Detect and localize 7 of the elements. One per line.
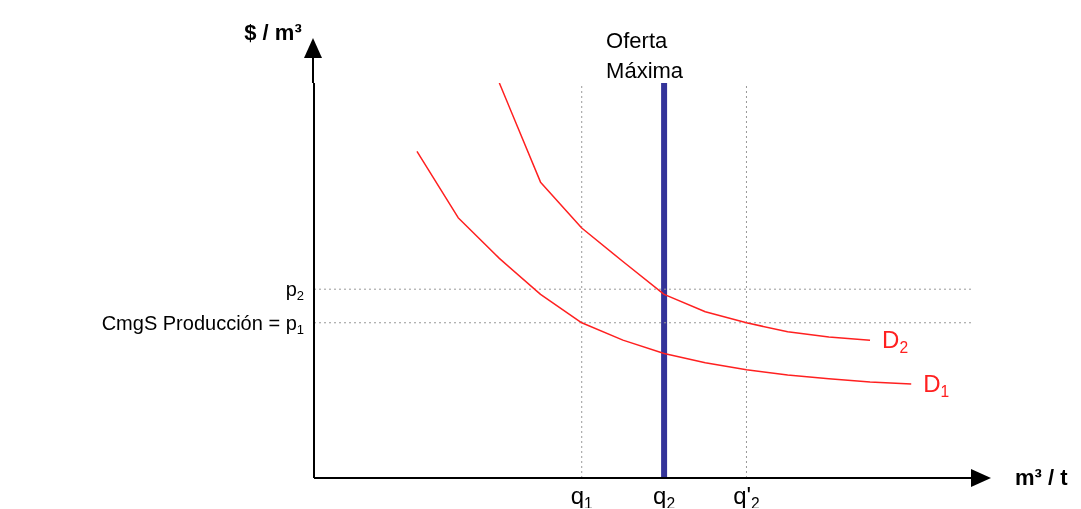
ref-line-label: p$_{2}$ — [285, 278, 304, 304]
x-axis-title: m³ / t — [1015, 465, 1069, 490]
series-label: D$_{1}$ — [923, 369, 950, 400]
ref-line-label: Oferta Máxima — [606, 28, 684, 83]
y-axis-title: $ / m³ — [244, 20, 302, 45]
ref-line-label: CmgS Producción = p$_{1}$ — [101, 311, 304, 337]
series-label: D$_{2}$ — [882, 326, 909, 356]
